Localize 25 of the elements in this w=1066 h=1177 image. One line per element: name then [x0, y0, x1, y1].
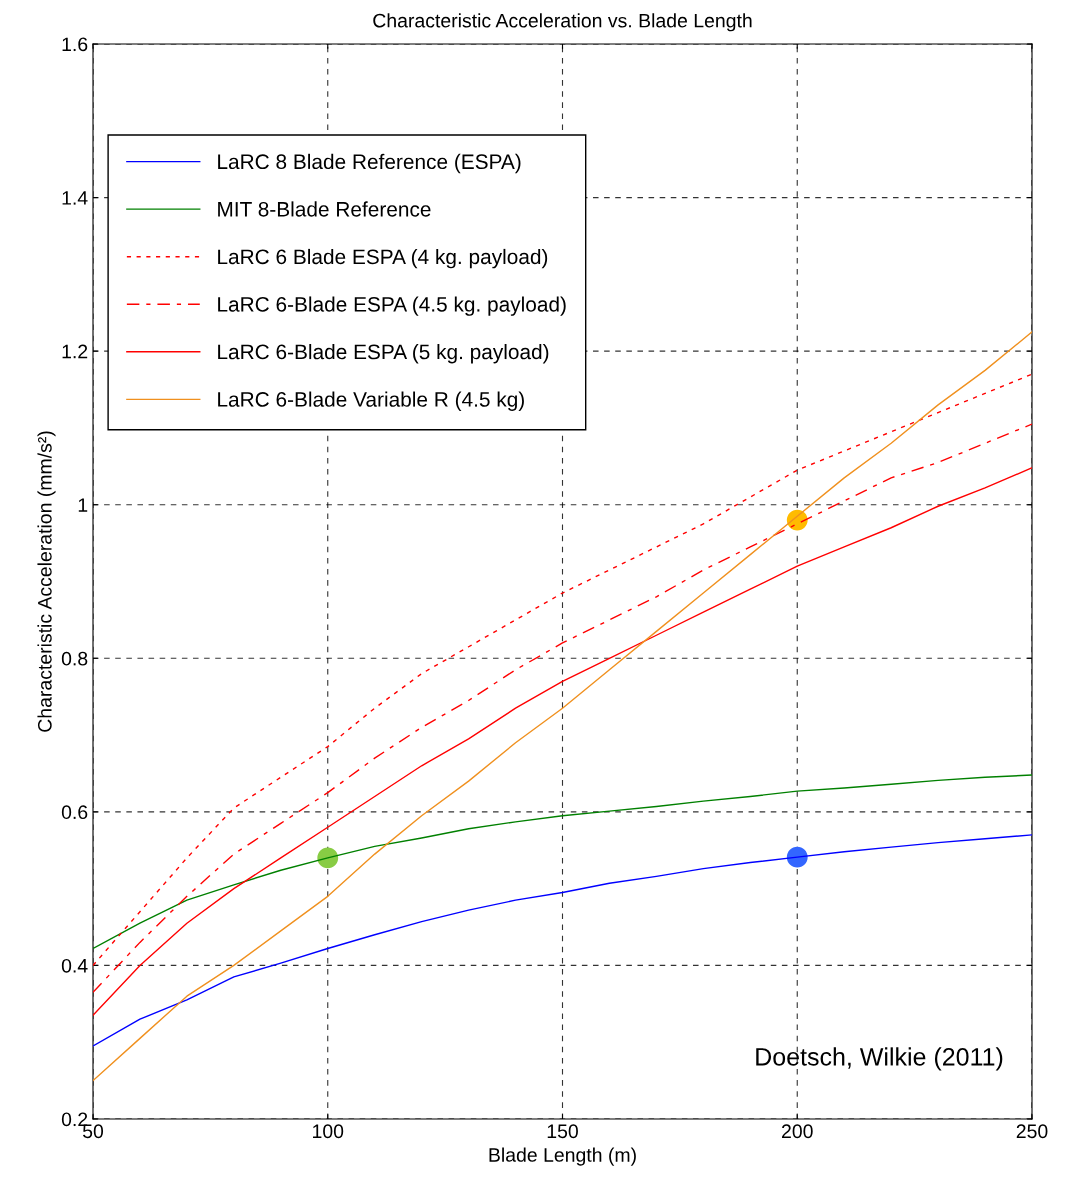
annotation: Doetsch, Wilkie (2011) [756, 1047, 1003, 1071]
line-series [93, 331, 1032, 1082]
legend-label: MIT 8-Blade Reference [218, 201, 431, 217]
y-tick-label: 1 [78, 498, 88, 512]
line-series [93, 834, 1032, 1047]
legend-label: LaRC 6 Blade ESPA (4 kg. payload) [218, 248, 548, 269]
y-axis-title: Characteristic Acceleration (mm/s²) [37, 431, 56, 732]
legend-label: LaRC 8 Blade Reference (ESPA) [218, 153, 521, 174]
legend-label: LaRC 6-Blade ESPA (4.5 kg. payload) [218, 296, 566, 316]
x-tick-label: 150 [547, 1124, 578, 1139]
x-tick-label: 100 [313, 1124, 344, 1139]
legend-label: LaRC 6-Blade ESPA (5 kg. payload) [218, 343, 549, 364]
point [317, 847, 339, 869]
y-tick-label: 1.6 [62, 37, 88, 52]
y-tick-label: 1.2 [62, 344, 88, 359]
y-tick-label: 0.6 [61, 805, 88, 820]
legend-label: LaRC 6-Blade Variable R (4.5 kg) [218, 391, 524, 411]
line-series [93, 774, 1032, 950]
y-tick-label: 1.4 [62, 191, 88, 205]
chart-title: Characteristic Acceleration vs. Blade Length [373, 13, 752, 32]
x-tick-label: 250 [1016, 1124, 1048, 1139]
x-axis-title: Blade Length (m) [489, 1147, 636, 1166]
y-tick-label: 0.4 [61, 958, 88, 973]
x-tick-label: 200 [782, 1124, 813, 1139]
y-tick-label: 0.8 [61, 651, 88, 666]
